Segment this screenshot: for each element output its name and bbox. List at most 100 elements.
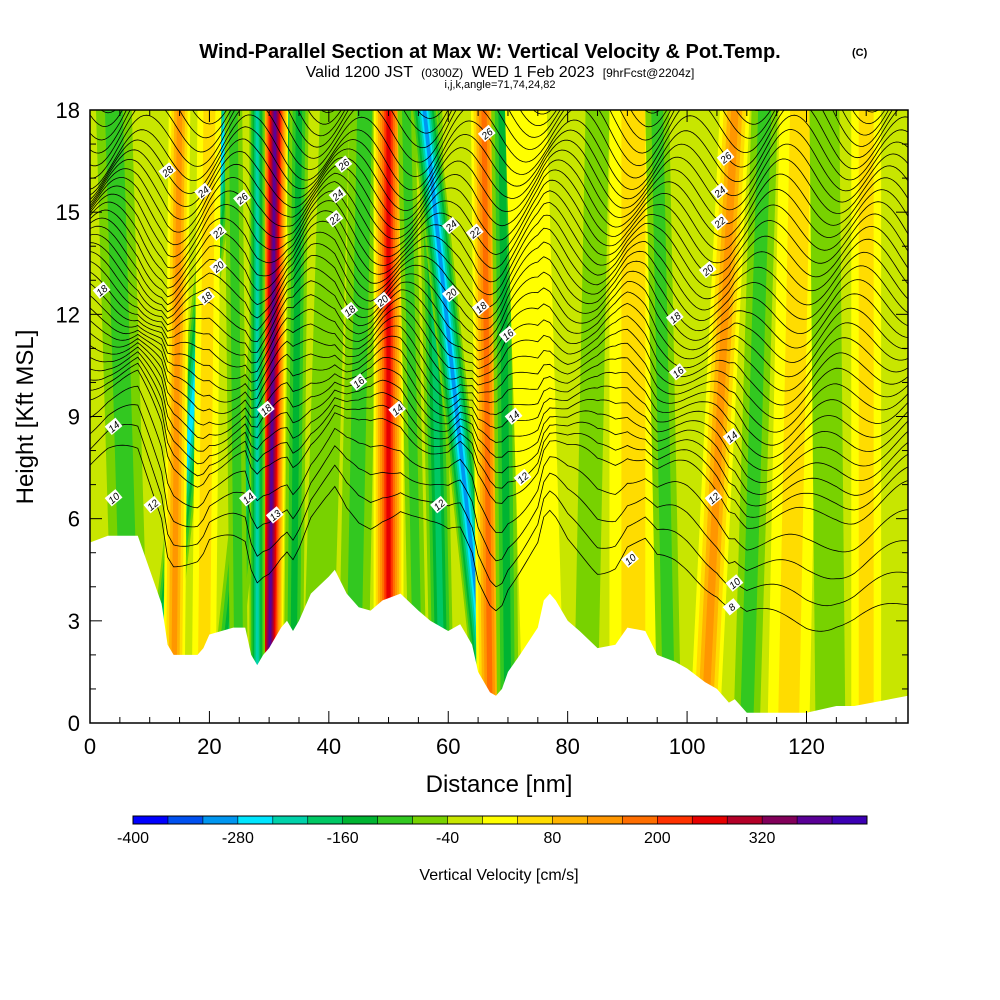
theta-contour-24 [90,110,908,179]
chart-title: Wind-Parallel Section at Max W: Vertical… [199,41,780,63]
plot-area [90,110,908,723]
colorbar-segment-8 [412,816,449,824]
velocity-band-10 [301,110,350,723]
theta-contour-12 [90,346,908,484]
theta-contour-21 [90,169,908,251]
colorbar-segment-20 [832,816,868,824]
colorbar-tick-label: -280 [222,830,254,847]
y-tick-label: 3 [68,609,80,634]
colorbar-tick-label: 200 [644,830,671,847]
y-tick-label: 18 [56,98,80,123]
valid-time-line: Valid 1200 JST (0300Z) WED 1 Feb 2023 [9… [306,64,695,81]
colorbar: -400 -280 -160 -40 80 200 320 [117,815,868,847]
theta-contour-10.5 [90,362,908,518]
copyright-mark: (C) [852,47,868,59]
colorbar-segment-2 [202,816,239,824]
colorbar-segment-5 [307,816,344,824]
y-tick-label: 0 [68,711,80,736]
colorbar-segment-3 [237,816,274,824]
valid-date: WED 1 Feb 2023 [472,64,595,81]
velocity-band-19-level-0 [573,110,610,723]
theta-contours [90,110,908,632]
velocity-band-18-level-0 [504,110,565,723]
velocity-band-26-level-1 [858,110,874,723]
y-tick-label: 12 [56,302,80,327]
colorbar-segment-15 [657,816,693,824]
y-axis-title: Height [Kft MSL] [12,330,39,505]
colorbar-segment-11 [517,816,553,824]
theta-contour-23 [90,126,908,201]
theta-contour-17.5 [90,234,908,335]
velocity-band-11-level-1 [345,110,373,723]
theta-contour-15.5 [90,271,908,392]
colorbar-segment-10 [482,816,518,824]
theta-contour-15 [90,283,908,406]
colorbar-segment-0 [133,816,169,824]
theta-contour-9 [90,385,908,553]
velocity-band-4-level-1 [197,110,216,723]
velocity-band-21-level-1 [651,110,676,723]
contour-label-text: 8 [727,602,739,614]
velocity-band-24-level-1 [778,110,811,723]
colorbar-segment-19 [797,816,833,824]
theta-contour-11 [90,356,908,507]
velocity-band-16 [470,110,504,723]
x-tick-label: 0 [84,734,96,759]
axes: 0 20 40 60 80 100 120 0 3 6 9 12 15 18 [56,98,908,759]
colorbar-tick-label: -40 [436,830,459,847]
theta-contour-6 [90,444,908,632]
y-tick-label: 9 [68,405,80,430]
theta-contour-13 [90,332,908,459]
colorbar-segment-9 [447,816,484,824]
velocity-band-12-level-6 [386,110,391,723]
theta-contour-14.5 [90,295,908,420]
x-tick-label: 100 [669,734,706,759]
theta-contour-16 [90,260,908,378]
y-tick-label: 15 [56,200,80,225]
colorbar-segment-13 [587,816,623,824]
velocity-band-9 [283,110,309,723]
theta-contour-20.5 [90,179,908,264]
colorbar-tick-label: 320 [749,830,776,847]
colorbar-tick-label: -400 [117,830,149,847]
velocity-band-13-level-1 [401,110,423,723]
theta-contour-10 [90,369,908,529]
colorbar-segment-6 [342,816,379,824]
x-tick-label: 120 [788,734,825,759]
colorbar-tick-label: -160 [327,830,359,847]
valid-time-prefix: Valid 1200 JST [306,64,414,81]
x-axis-title: Distance [nm] [426,771,573,798]
theta-contour-18.5 [90,217,908,311]
x-tick-label: 60 [436,734,460,759]
theta-contour-12.5 [90,342,908,471]
theta-contour-13.5 [90,320,908,446]
theta-contour-22.5 [90,138,908,212]
theta-contour-25 [90,110,893,154]
velocity-band-9-level-2 [289,110,303,723]
colorbar-segment-1 [168,816,204,824]
colorbar-tick-label: 80 [544,830,562,847]
colorbar-segment-14 [622,816,658,824]
colorbar-title: Vertical Velocity [cm/s] [419,867,578,884]
theta-contour-20 [90,190,908,276]
y-tick-label: 6 [68,507,80,532]
velocity-band-15-level-6 [422,110,492,723]
velocity-band-11 [337,110,380,723]
theta-contour-18 [90,225,908,322]
theta-contour-8 [90,404,908,580]
velocity-band-18 [504,110,565,723]
colorbar-segment-7 [377,816,414,824]
velocity-band-7-level-9 [267,110,277,723]
colorbar-segment-16 [692,816,728,824]
velocity-band-24 [767,110,822,723]
velocity-band-22-level-3 [701,110,739,723]
colorbar-frame [132,815,868,825]
theta-contour-14 [90,307,908,433]
x-tick-label: 20 [197,734,221,759]
velocity-band-10-level-0 [301,110,350,723]
terrain-mask [90,535,908,723]
theta-contour-21.5 [90,159,908,238]
grid-info: i,j,k,angle=71,74,24,82 [444,79,555,91]
theta-contour-19.5 [90,200,908,288]
